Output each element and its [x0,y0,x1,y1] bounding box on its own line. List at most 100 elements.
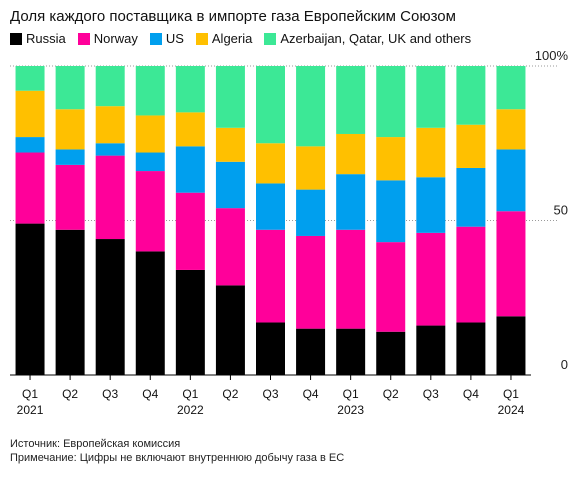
bar-segment-us [336,174,366,230]
bar-segment-us [15,137,45,153]
legend-swatch [264,32,277,45]
x-tick-label: Q2 [222,387,238,401]
x-tick-label: Q1 [503,387,519,401]
bar-segment-us [95,143,125,156]
bar-segment-us [135,152,165,172]
bar-segment-us [376,180,406,243]
legend-item-us: US [149,31,184,46]
x-tick-label: Q4 [303,387,319,401]
bar-segment-norway [416,232,446,326]
bar-segment-norway [15,152,45,224]
bar-segment-azerbaijan-qatar-uk-and-others [336,66,366,134]
bar-segment-us [175,146,205,193]
legend-label: Azerbaijan, Qatar, UK and others [280,31,472,46]
bar-segment-russia [95,239,125,375]
bar-segment-algeria [296,146,326,190]
bar-segment-azerbaijan-qatar-uk-and-others [135,66,165,116]
bar-segment-russia [376,331,406,375]
y-tick-label: 100% [535,48,569,63]
legend-item-norway: Norway [77,31,138,46]
legend-item-algeria: Algeria [195,31,253,46]
bar-segment-norway [175,192,205,270]
bar-segment-azerbaijan-qatar-uk-and-others [416,66,446,128]
bar-segment-algeria [416,127,446,178]
bar-segment-azerbaijan-qatar-uk-and-others [15,66,45,91]
legend-label: US [165,31,184,46]
bar-segment-norway [135,171,165,252]
bar-segment-russia [456,322,486,375]
bar-segment-russia [55,229,85,375]
bar-segment-norway [456,226,486,323]
legend-item-azerbaijan-qatar-uk-and-others: Azerbaijan, Qatar, UK and others [264,31,471,46]
bar-segment-norway [215,208,245,286]
bar-segment-russia [336,328,366,375]
bar-segment-azerbaijan-qatar-uk-and-others [215,66,245,128]
bar-segment-russia [15,223,45,375]
bar-segment-us [456,167,486,227]
bar-segment-algeria [256,143,285,184]
exclusion-note: Примечание: Цифры не включают внутреннюю… [10,452,345,464]
bar-segment-russia [175,269,205,375]
bar-segment-russia [215,285,245,375]
bar-segment-azerbaijan-qatar-uk-and-others [296,66,326,147]
legend-label: Norway [93,31,138,46]
bar-segment-russia [256,322,285,375]
bar-segment-russia [135,251,165,375]
x-tick-label: Q3 [102,387,118,401]
bar-segment-norway [296,235,326,329]
source-note: Источник: Европейская комиссия [10,438,181,450]
bar-segment-algeria [15,90,45,138]
x-tick-label: Q4 [142,387,158,401]
bar-segment-algeria [175,112,205,147]
bar-segment-algeria [95,106,125,144]
x-tick-year-label: 2024 [498,403,525,417]
legend-item-russia: Russia [10,31,66,46]
bar-segment-azerbaijan-qatar-uk-and-others [376,66,406,138]
bar-segment-norway [256,229,285,323]
x-tick-label: Q2 [62,387,78,401]
x-tick-label: Q1 [182,387,198,401]
bar-segment-algeria [135,115,165,153]
x-tick-year-label: 2022 [177,403,204,417]
bar-segment-azerbaijan-qatar-uk-and-others [55,66,85,110]
bar-segment-russia [296,328,326,375]
y-tick-label: 0 [561,357,568,372]
legend-label: Algeria [211,31,253,46]
bar-segment-russia [496,316,526,375]
bar-segment-us [55,149,85,165]
bar-segment-norway [336,229,366,329]
bar-segment-azerbaijan-qatar-uk-and-others [256,66,285,144]
bar-segment-azerbaijan-qatar-uk-and-others [456,66,486,125]
x-tick-label: Q1 [343,387,359,401]
chart-legend: Russia Norway US Algeria Azerbaijan, Qatar, … [10,31,483,46]
bar-segment-algeria [496,109,526,150]
chart-title: Доля каждого поставщика в импорте газа Е… [10,8,456,25]
x-tick-label: Q1 [22,387,38,401]
footnotes: Источник: Европейская комиссия Примечани… [10,437,344,465]
bar-segment-azerbaijan-qatar-uk-and-others [496,66,526,110]
x-tick-label: Q3 [423,387,439,401]
y-tick-label: 50 [554,203,568,218]
x-tick-label: Q3 [262,387,278,401]
legend-swatch [149,32,162,45]
bar-segment-us [296,189,326,236]
bar-segment-algeria [456,124,486,168]
legend-swatch [77,32,90,45]
bar-segment-azerbaijan-qatar-uk-and-others [175,66,205,113]
bar-segment-norway [95,155,125,240]
bar-segment-norway [376,242,406,332]
bar-segment-algeria [336,133,366,175]
bar-segment-norway [496,211,526,317]
x-tick-year-label: 2021 [17,403,44,417]
bar-segment-us [215,161,245,209]
legend-swatch [195,32,208,45]
x-tick-year-label: 2023 [337,403,364,417]
bar-segment-us [496,149,526,212]
bar-segment-algeria [376,137,406,181]
bar-segment-norway [55,164,85,230]
bar-segment-algeria [55,109,85,150]
bar-segment-algeria [215,127,245,162]
legend-label: Russia [26,31,66,46]
bar-segment-russia [416,325,446,375]
